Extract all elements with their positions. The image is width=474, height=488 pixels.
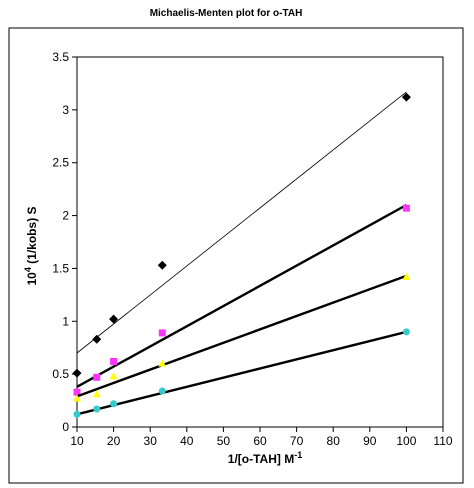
y-axis-ticks: 0 0.5 1 1.5 2 2.5 3 3.5 xyxy=(52,50,77,434)
x-tick-label: 20 xyxy=(107,434,121,448)
x-tick-label: 80 xyxy=(327,434,341,448)
data-point-diamond xyxy=(92,334,102,344)
data-point-triangle xyxy=(92,390,101,398)
data-point-circle xyxy=(110,400,118,408)
plot-area xyxy=(76,56,444,428)
data-point-circle xyxy=(73,410,81,418)
x-tick-label: 90 xyxy=(363,434,377,448)
x-tick-label: 50 xyxy=(217,434,231,448)
trend-line xyxy=(76,203,407,388)
series-4 xyxy=(73,328,410,418)
plot-frame xyxy=(76,56,444,428)
x-axis-title-sup: -1 xyxy=(294,450,302,460)
x-tick-label: 60 xyxy=(253,434,267,448)
y-tick-label: 3.5 xyxy=(52,50,69,64)
x-axis-ticks: 10 20 30 40 50 60 70 80 90 100 110 xyxy=(70,427,453,448)
data-point-diamond xyxy=(109,314,119,324)
chart-title: Michaelis-Menten plot for o-TAH xyxy=(150,8,303,19)
data-point-square xyxy=(73,388,81,396)
y-axis-title-pre: 10 xyxy=(25,272,39,286)
x-axis-title: 1/[o-TAH] M-1 xyxy=(228,450,302,466)
data-point-diamond xyxy=(72,368,82,378)
data-point-square xyxy=(93,373,101,381)
y-tick-label: 3 xyxy=(62,103,69,117)
data-point-triangle xyxy=(73,394,81,402)
data-point-diamond xyxy=(157,260,167,270)
y-tick-label: 0.5 xyxy=(52,367,69,381)
data-point-triangle xyxy=(402,272,411,280)
series-layer xyxy=(72,91,411,418)
data-point-square xyxy=(158,329,166,337)
data-point-square xyxy=(402,204,410,212)
data-point-square xyxy=(110,357,118,365)
y-tick-label: 2 xyxy=(62,209,69,223)
y-tick-label: 1 xyxy=(62,314,69,328)
data-point-circle xyxy=(402,328,410,336)
y-tick-label: 0 xyxy=(62,420,69,434)
x-tick-label: 110 xyxy=(433,434,452,448)
x-tick-label: 40 xyxy=(180,434,194,448)
trend-line xyxy=(76,91,407,354)
x-tick-label: 100 xyxy=(396,434,416,448)
x-axis-title-base: 1/[o-TAH] M xyxy=(228,452,294,466)
y-tick-label: 2.5 xyxy=(52,156,69,170)
x-tick-label: 10 xyxy=(70,434,84,448)
trend-line xyxy=(76,274,407,398)
data-point-triangle xyxy=(158,359,167,367)
x-tick-label: 70 xyxy=(290,434,304,448)
data-point-circle xyxy=(93,405,101,413)
data-point-triangle xyxy=(109,372,118,380)
y-axis-title-sup: 4 xyxy=(23,267,33,272)
series-2 xyxy=(73,203,410,396)
series-3 xyxy=(73,272,411,402)
y-tick-label: 1.5 xyxy=(52,261,69,275)
data-point-circle xyxy=(158,387,166,395)
x-tick-label: 30 xyxy=(144,434,158,448)
y-axis-title: 104 (1/kobs) S xyxy=(23,206,39,285)
trend-line xyxy=(76,330,407,416)
data-point-diamond xyxy=(401,92,411,102)
series-1 xyxy=(72,91,411,378)
y-axis-title-post: (1/kobs) S xyxy=(25,206,39,267)
